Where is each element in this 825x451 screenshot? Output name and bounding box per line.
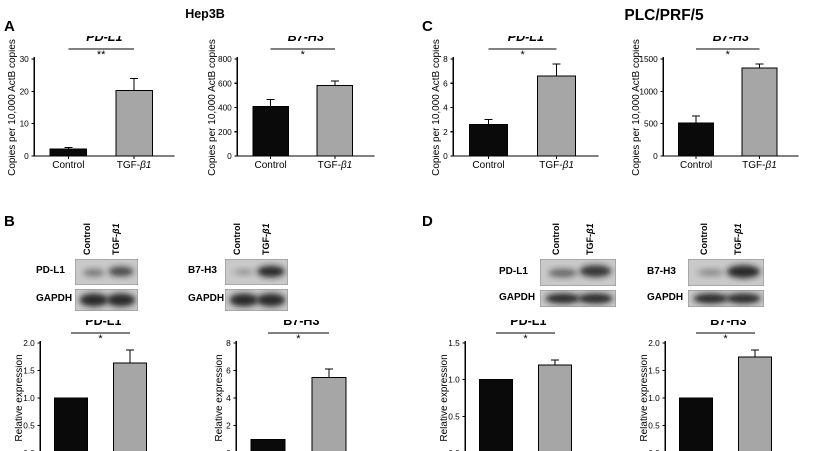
svg-text:0.5: 0.5 [448,411,460,421]
svg-text:Copies per 10,000 ActB copies: Copies per 10,000 ActB copies [632,39,642,176]
svg-text:2: 2 [226,421,231,431]
svg-text:0: 0 [227,151,232,161]
svg-text:PD-L1: PD-L1 [85,320,121,328]
svg-text:2.0: 2.0 [23,338,35,348]
svg-text:B7-H3: B7-H3 [713,36,749,44]
svg-text:600: 600 [218,78,232,88]
svg-text:1500: 1500 [639,54,658,64]
svg-text:Relative expression: Relative expression [215,354,225,441]
svg-text:6: 6 [226,366,231,376]
svg-text:**: ** [97,49,106,61]
svg-text:4: 4 [226,393,231,403]
svg-text:B7-H3: B7-H3 [710,320,746,328]
svg-text:Control: Control [52,160,84,171]
svg-text:*: * [98,333,103,345]
svg-text:*: * [523,333,528,345]
svg-text:TGF-β1: TGF-β1 [318,160,353,171]
svg-text:1.0: 1.0 [448,375,460,385]
svg-text:TGF-β1: TGF-β1 [117,160,152,171]
svg-text:0: 0 [653,151,658,161]
svg-text:6: 6 [443,78,448,88]
svg-text:*: * [296,333,301,345]
svg-text:*: * [301,49,306,61]
svg-text:8: 8 [226,338,231,348]
svg-text:PD-L1: PD-L1 [510,320,546,328]
svg-text:20: 20 [20,86,30,96]
svg-text:Copies per 10,000 ActB copies: Copies per 10,000 ActB copies [432,39,442,176]
svg-text:4: 4 [443,103,448,113]
svg-text:Copies per 10,000 ActB copies: Copies per 10,000 ActB copies [8,39,18,176]
svg-text:Relative expression: Relative expression [640,354,650,441]
svg-text:800: 800 [218,54,232,64]
svg-text:10: 10 [20,119,30,129]
svg-text:Control: Control [680,160,712,171]
svg-text:0.5: 0.5 [648,421,660,431]
svg-text:0: 0 [24,151,29,161]
svg-text:1.0: 1.0 [23,393,35,403]
svg-text:Relative expression: Relative expression [440,354,450,441]
svg-text:1.0: 1.0 [648,393,660,403]
svg-text:30: 30 [20,54,30,64]
svg-text:*: * [520,49,525,61]
svg-text:TGF-β1: TGF-β1 [539,160,574,171]
svg-text:8: 8 [443,54,448,64]
svg-text:Relative expression: Relative expression [15,354,25,441]
svg-text:Control: Control [254,160,286,171]
svg-text:400: 400 [218,103,232,113]
svg-text:1.5: 1.5 [23,366,35,376]
svg-text:B7-H3: B7-H3 [288,36,324,44]
svg-text:1000: 1000 [639,86,658,96]
svg-text:200: 200 [218,127,232,137]
svg-text:0.5: 0.5 [23,421,35,431]
svg-text:TGF-β1: TGF-β1 [742,160,777,171]
svg-text:0: 0 [443,151,448,161]
svg-text:1.5: 1.5 [648,366,660,376]
svg-text:2.0: 2.0 [648,338,660,348]
svg-text:PD-L1: PD-L1 [86,36,122,44]
svg-text:B7-H3: B7-H3 [283,320,319,328]
svg-text:*: * [723,333,728,345]
svg-text:2: 2 [443,127,448,137]
svg-text:500: 500 [644,119,658,129]
svg-text:Copies per 10,000 ActB copies: Copies per 10,000 ActB copies [208,39,218,176]
svg-text:*: * [726,49,731,61]
svg-text:Control: Control [472,160,504,171]
svg-text:PD-L1: PD-L1 [508,36,544,44]
svg-text:1.5: 1.5 [448,338,460,348]
